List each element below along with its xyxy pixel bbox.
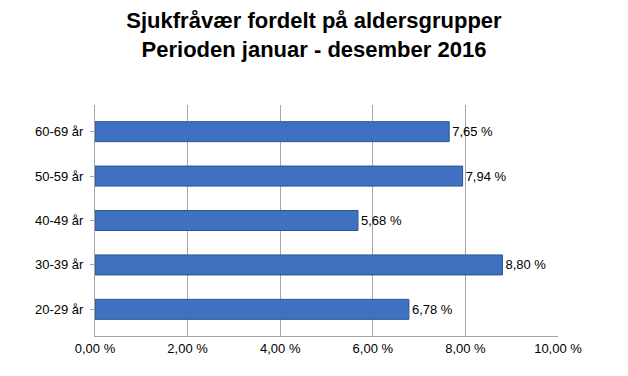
svg-text:20-29 år: 20-29 år — [35, 302, 84, 317]
svg-text:8,00 %: 8,00 % — [445, 341, 486, 356]
svg-text:Sjukfråvær fordelt på aldersgr: Sjukfråvær fordelt på aldersgrupperPerio… — [126, 8, 502, 62]
svg-text:30-39 år: 30-39 år — [35, 257, 84, 272]
svg-text:50-59 år: 50-59 år — [35, 169, 84, 184]
svg-text:10,00 %: 10,00 % — [534, 341, 582, 356]
svg-text:7,94 %: 7,94 % — [466, 169, 507, 184]
svg-text:6,00 %: 6,00 % — [353, 341, 394, 356]
svg-text:40-49 år: 40-49 år — [35, 213, 84, 228]
svg-text:6,78 %: 6,78 % — [412, 302, 453, 317]
svg-text:5,68 %: 5,68 % — [361, 213, 402, 228]
svg-text:8,80 %: 8,80 % — [505, 257, 546, 272]
svg-text:4,00 %: 4,00 % — [260, 341, 301, 356]
svg-text:7,65 %: 7,65 % — [452, 124, 493, 139]
svg-text:0,00 %: 0,00 % — [75, 341, 116, 356]
svg-text:60-69 år: 60-69 år — [35, 124, 84, 139]
svg-text:2,00 %: 2,00 % — [167, 341, 208, 356]
